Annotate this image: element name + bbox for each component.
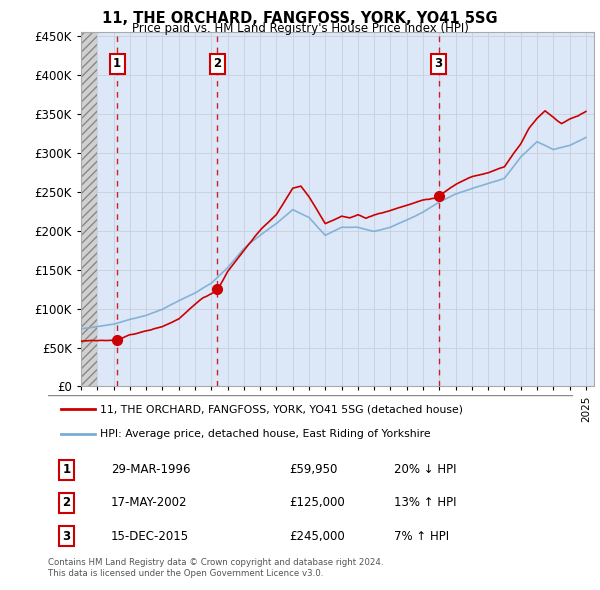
Text: Contains HM Land Registry data © Crown copyright and database right 2024.
This d: Contains HM Land Registry data © Crown c…	[48, 558, 383, 578]
Text: 3: 3	[62, 529, 70, 543]
Text: £245,000: £245,000	[290, 529, 345, 543]
Text: 11, THE ORCHARD, FANGFOSS, YORK, YO41 5SG (detached house): 11, THE ORCHARD, FANGFOSS, YORK, YO41 5S…	[101, 404, 464, 414]
Text: Price paid vs. HM Land Registry's House Price Index (HPI): Price paid vs. HM Land Registry's House …	[131, 22, 469, 35]
Text: 17-MAY-2002: 17-MAY-2002	[111, 496, 187, 510]
Text: 7% ↑ HPI: 7% ↑ HPI	[395, 529, 449, 543]
Text: 3: 3	[434, 57, 443, 70]
FancyBboxPatch shape	[43, 395, 578, 446]
Text: 15-DEC-2015: 15-DEC-2015	[111, 529, 189, 543]
Bar	[81, 28, 97, 386]
Text: 20% ↓ HPI: 20% ↓ HPI	[395, 463, 457, 477]
Text: 29-MAR-1996: 29-MAR-1996	[111, 463, 191, 477]
Text: HPI: Average price, detached house, East Riding of Yorkshire: HPI: Average price, detached house, East…	[101, 430, 431, 440]
Text: £125,000: £125,000	[290, 496, 345, 510]
Text: 2: 2	[62, 496, 70, 510]
Text: 2: 2	[214, 57, 221, 70]
Text: 1: 1	[62, 463, 70, 477]
Text: 11, THE ORCHARD, FANGFOSS, YORK, YO41 5SG: 11, THE ORCHARD, FANGFOSS, YORK, YO41 5S…	[102, 11, 498, 25]
Text: £59,950: £59,950	[290, 463, 338, 477]
Text: 13% ↑ HPI: 13% ↑ HPI	[395, 496, 457, 510]
Text: 1: 1	[113, 57, 121, 70]
